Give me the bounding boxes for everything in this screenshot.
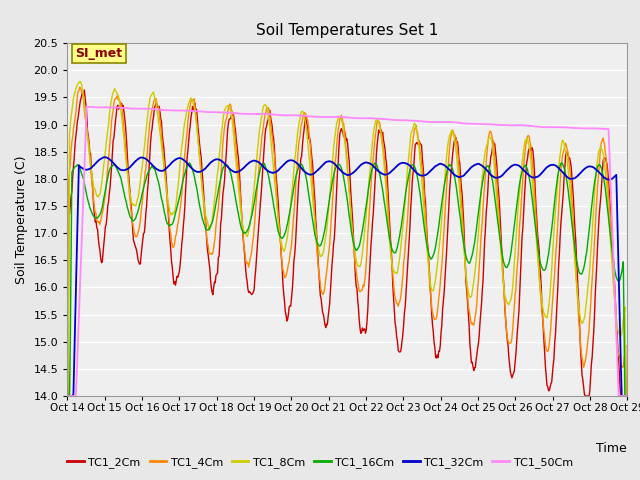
Text: Time: Time [596, 442, 627, 455]
Text: SI_met: SI_met [76, 48, 123, 60]
Y-axis label: Soil Temperature (C): Soil Temperature (C) [15, 156, 28, 284]
Legend: TC1_2Cm, TC1_4Cm, TC1_8Cm, TC1_16Cm, TC1_32Cm, TC1_50Cm: TC1_2Cm, TC1_4Cm, TC1_8Cm, TC1_16Cm, TC1… [63, 452, 577, 472]
Title: Soil Temperatures Set 1: Soil Temperatures Set 1 [256, 23, 438, 38]
